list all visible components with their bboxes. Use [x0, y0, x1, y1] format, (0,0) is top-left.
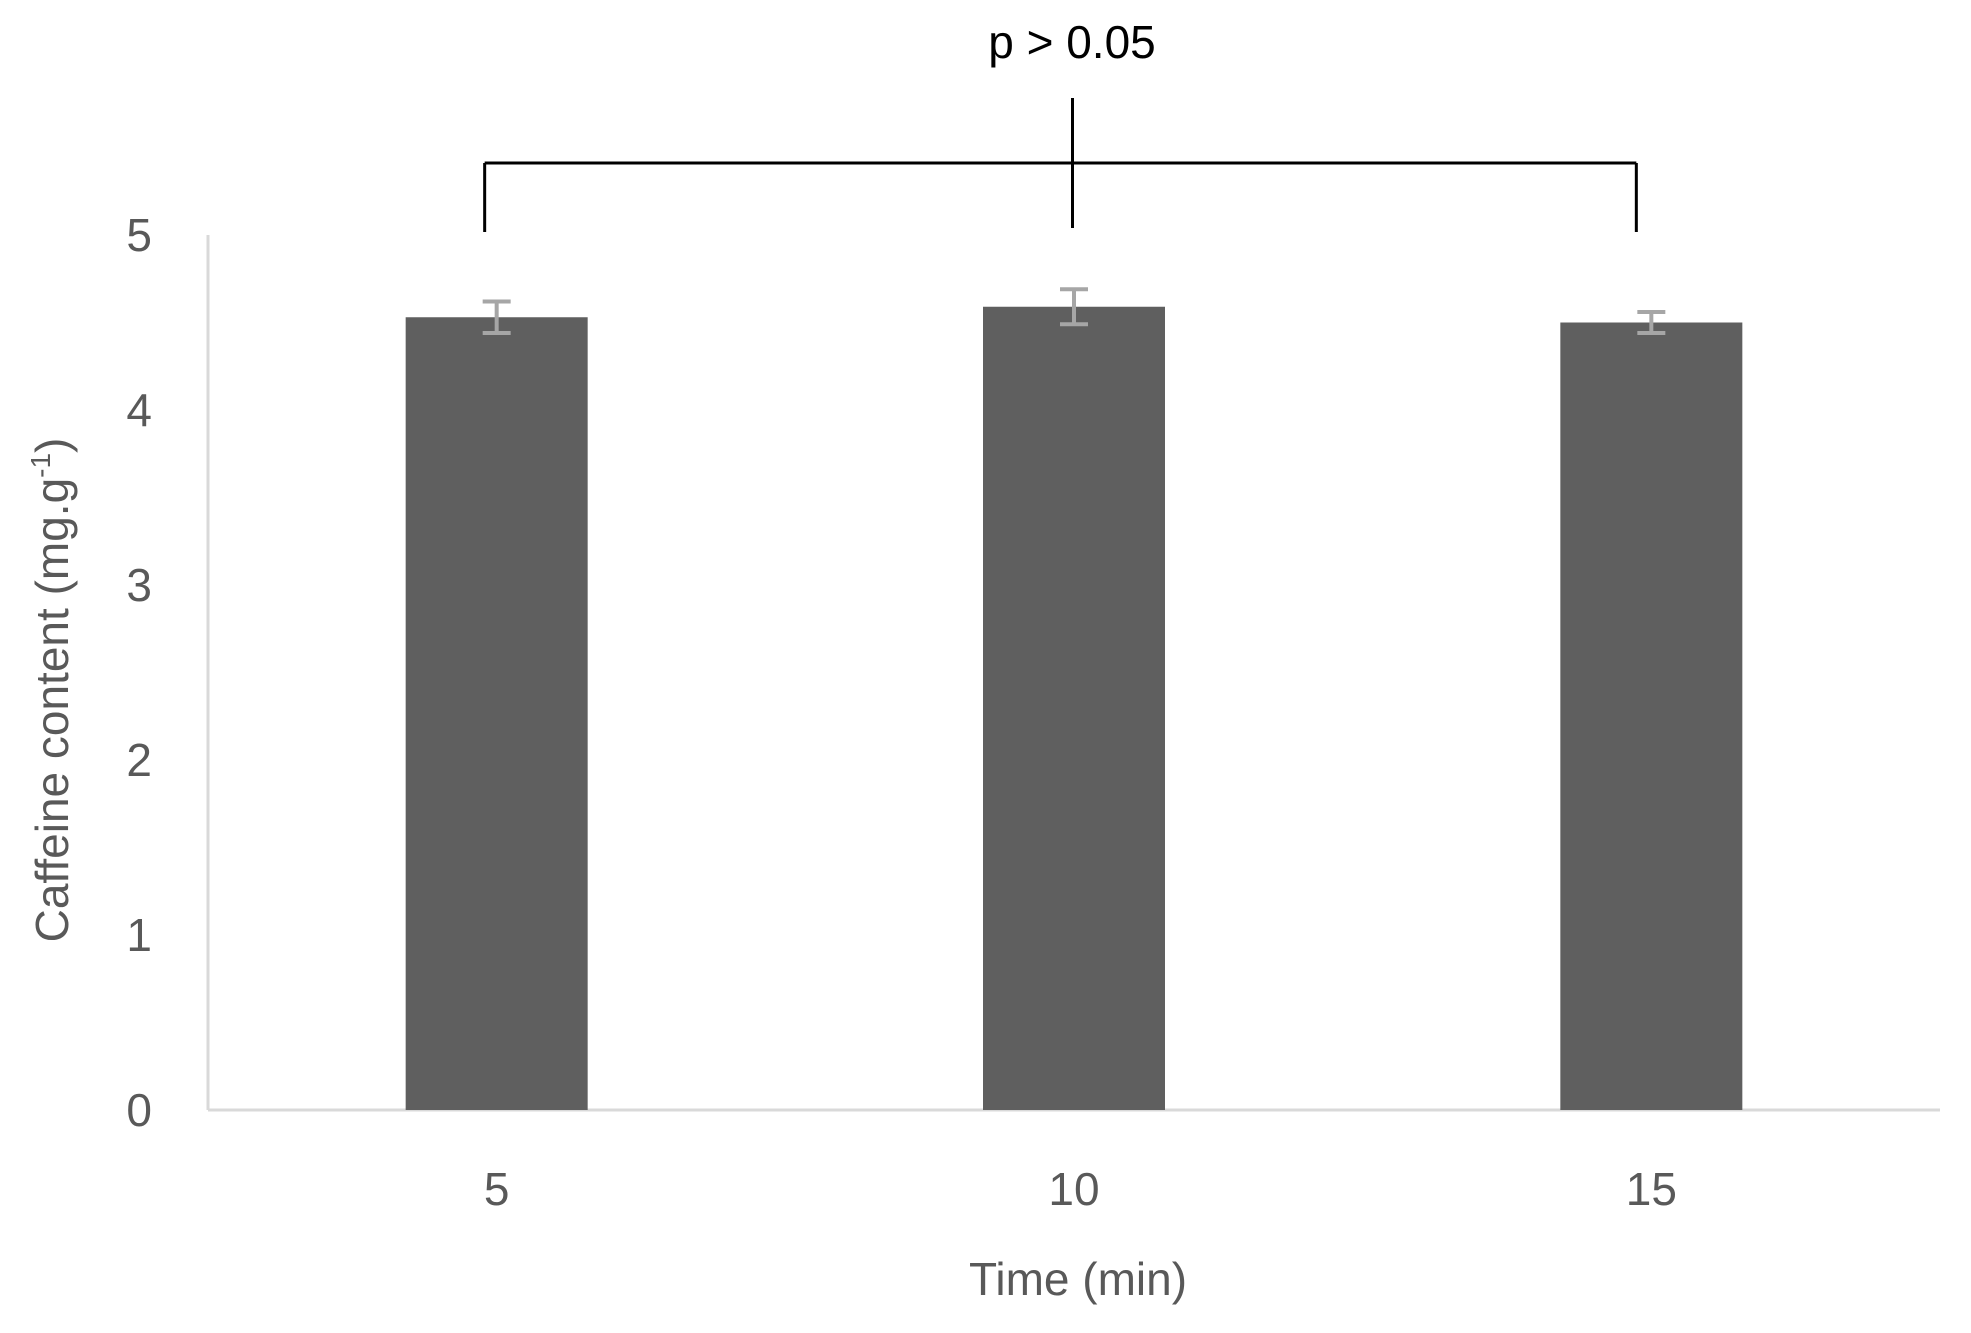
x-tick-label: 15: [1626, 1163, 1677, 1215]
x-axis-title: Time (min): [969, 1253, 1187, 1305]
bar: [1560, 322, 1743, 1110]
x-tick-label: 10: [1048, 1163, 1099, 1215]
bar: [983, 306, 1165, 1110]
y-tick-label: 2: [126, 734, 152, 786]
y-axis-title-superscript: -1: [25, 453, 56, 478]
error-bars: [482, 287, 1666, 335]
y-tick-label: 1: [126, 909, 152, 961]
y-axis-title: Caffeine content (mg.g-1): [25, 438, 78, 943]
y-tick-label: 4: [126, 384, 152, 436]
tick-labels: 0 1 2 3 4 5 5 10 15: [126, 209, 1677, 1215]
bars: [405, 306, 1743, 1110]
y-tick-label: 3: [126, 559, 152, 611]
bar: [405, 317, 588, 1110]
significance-annotation: [483, 98, 1638, 232]
y-tick-label: 0: [126, 1084, 152, 1136]
significance-label: p > 0.05: [988, 16, 1156, 68]
x-tick-label: 5: [484, 1163, 510, 1215]
y-axis-title-main: Caffeine content (mg.g: [26, 478, 78, 943]
y-axis-title-suffix: ): [26, 438, 78, 453]
y-tick-label: 5: [126, 209, 152, 261]
